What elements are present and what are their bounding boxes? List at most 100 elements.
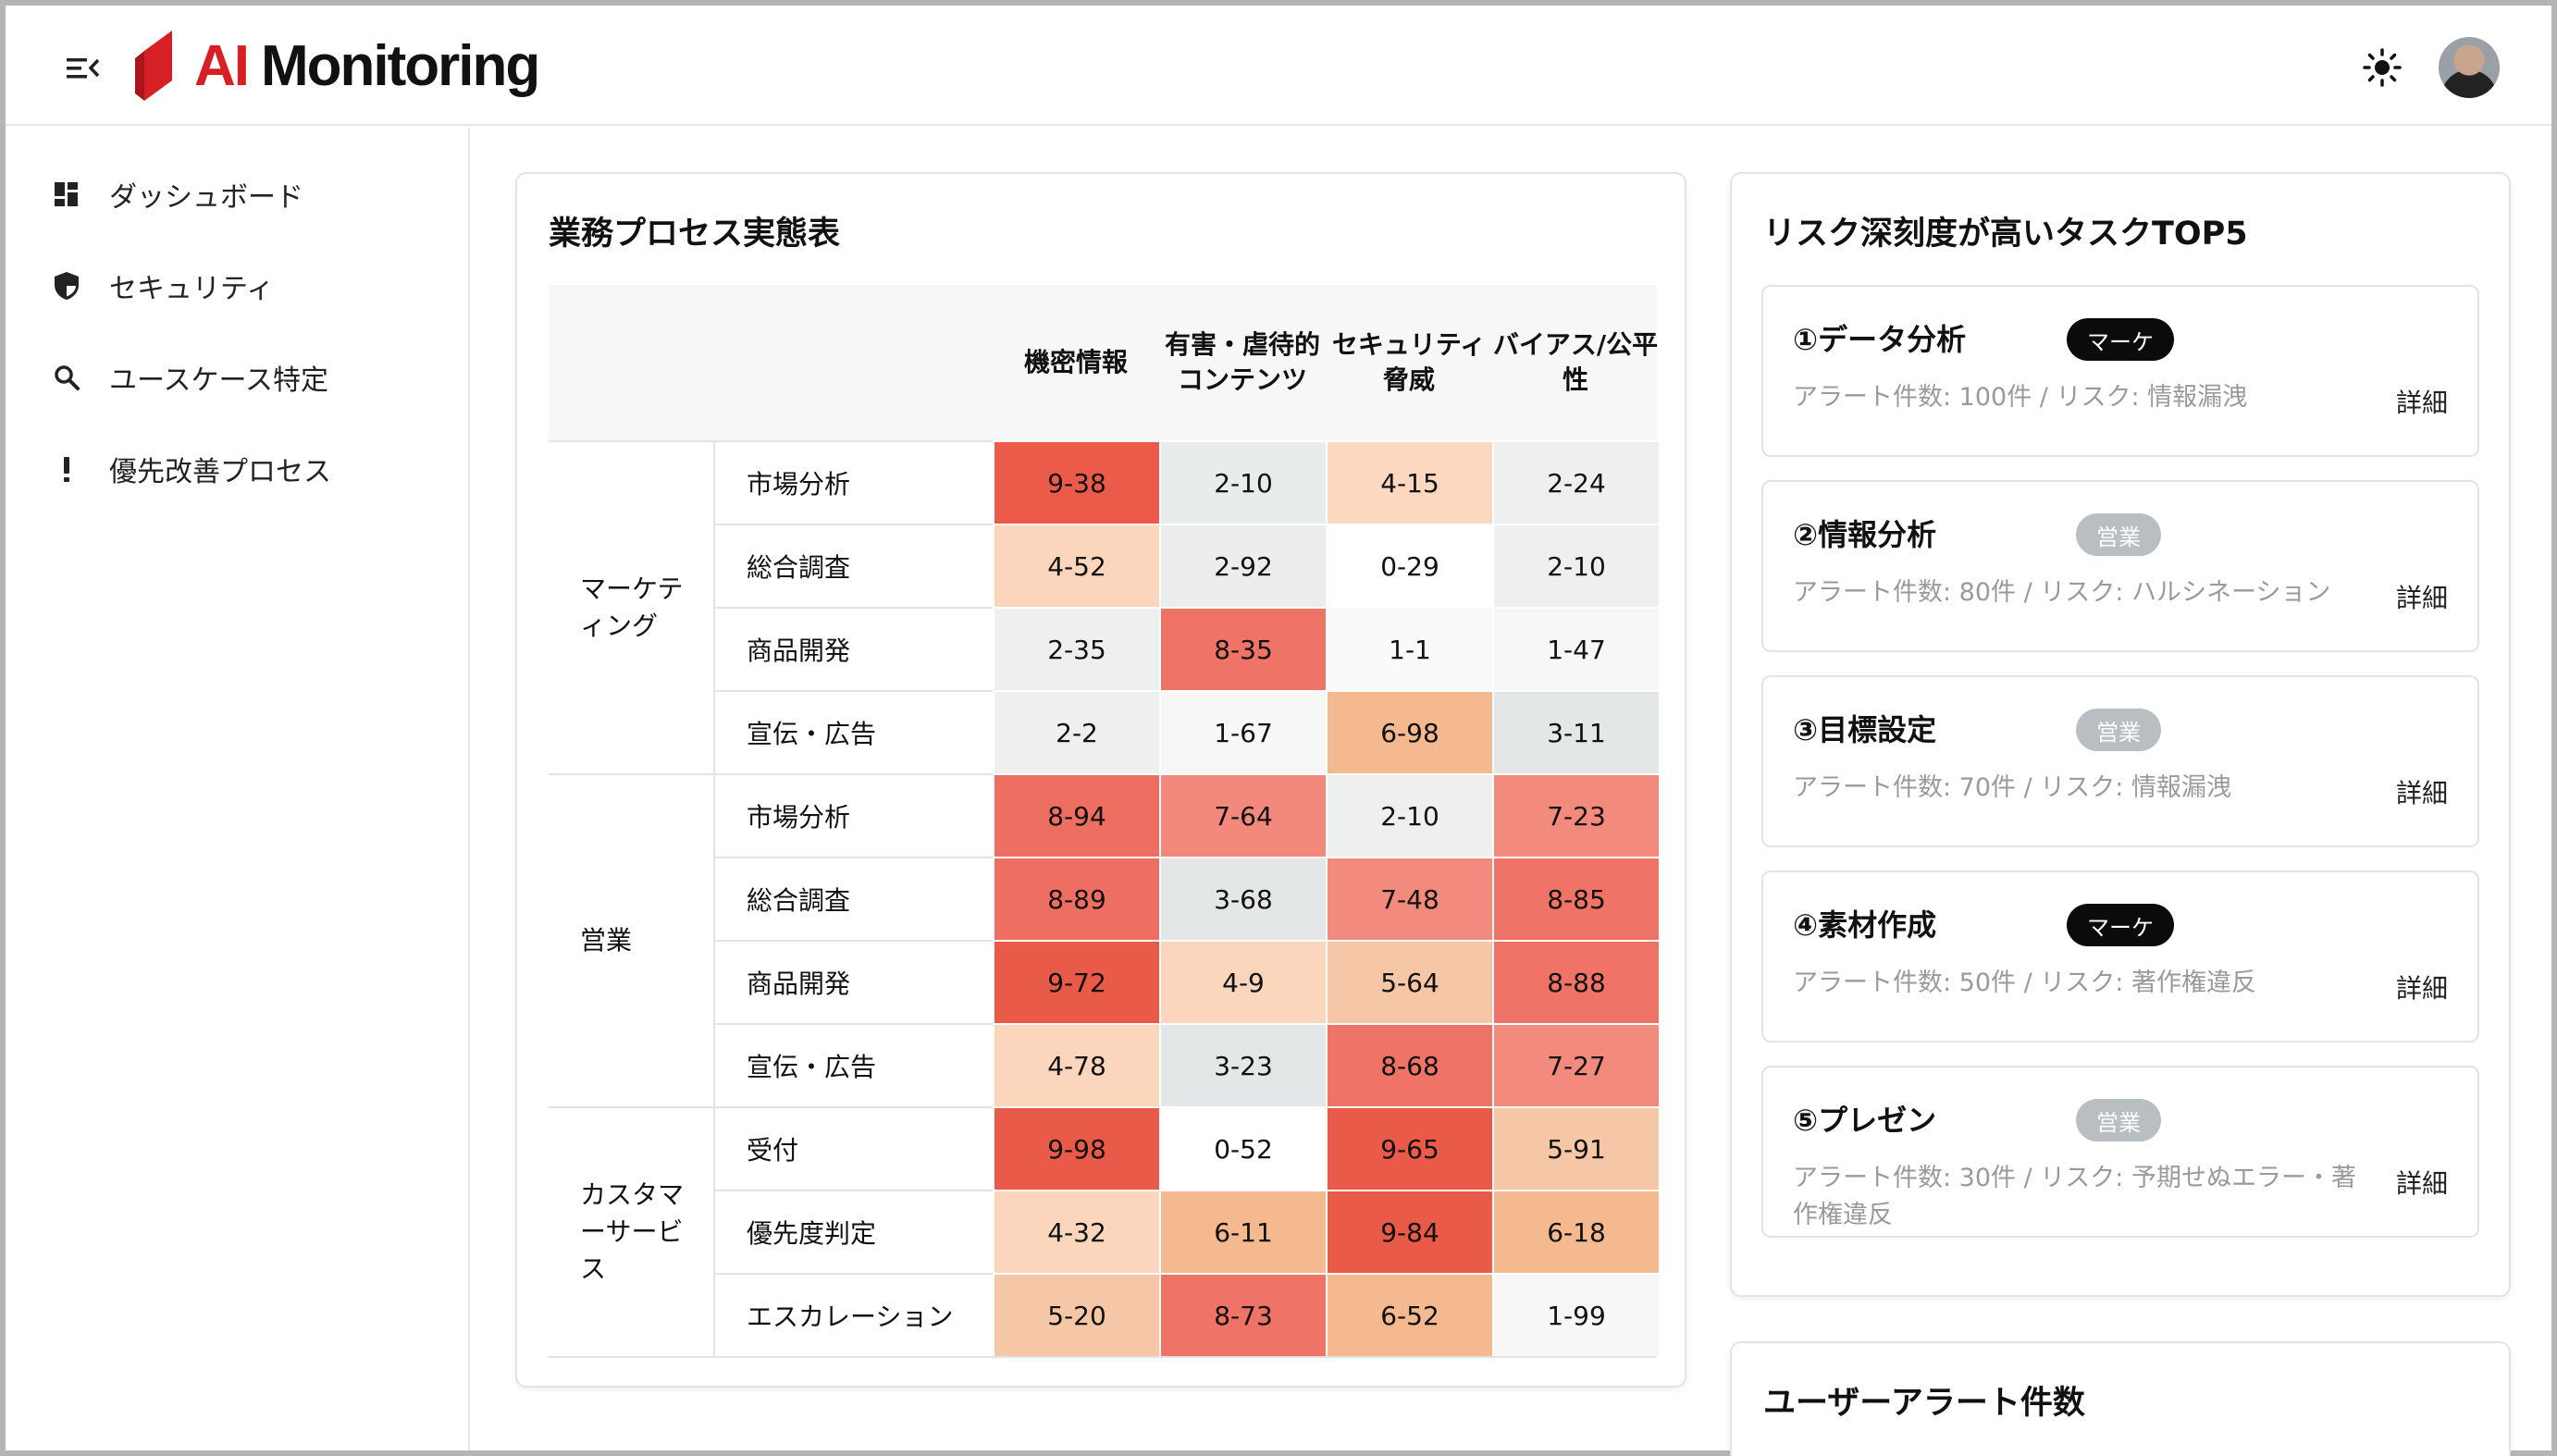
matrix-cell[interactable]: 6-11: [1159, 1190, 1326, 1273]
risk-detail-link[interactable]: 詳細: [2395, 778, 2448, 808]
matrix-cell[interactable]: 2-24: [1492, 440, 1659, 524]
task-label: 総合調査: [715, 857, 993, 940]
matrix-cell[interactable]: 0-52: [1159, 1106, 1326, 1190]
matrix-cell[interactable]: 0-29: [1326, 524, 1492, 607]
matrix-cell[interactable]: 9-72: [993, 940, 1159, 1023]
matrix-cell[interactable]: 8-85: [1492, 857, 1659, 940]
app-header: AI Monitoring: [6, 6, 2551, 126]
column-header-security: セキュリティ脅威: [1331, 329, 1487, 395]
matrix-cell[interactable]: 1-67: [1159, 690, 1326, 773]
matrix-cell[interactable]: 5-64: [1326, 940, 1492, 1023]
risk-task-item: ③目標設定 営業 アラート件数: 70件 / リスク: 情報漏洩 詳細: [1761, 675, 2479, 847]
sun-icon: [2363, 48, 2402, 87]
user-alerts-card: ユーザーアラート件数: [1730, 1341, 2511, 1456]
exclamation-icon: [50, 452, 83, 486]
matrix-cell[interactable]: 8-68: [1326, 1023, 1492, 1106]
matrix-cell[interactable]: 3-11: [1492, 690, 1659, 773]
risk-task-item: ①データ分析 マーケ アラート件数: 100件 / リスク: 情報漏洩 詳細: [1761, 285, 2479, 457]
matrix-cell[interactable]: 9-98: [993, 1106, 1159, 1190]
matrix-cell[interactable]: 8-89: [993, 857, 1159, 940]
matrix-cell[interactable]: 5-20: [993, 1273, 1159, 1356]
matrix-cell[interactable]: 4-15: [1326, 440, 1492, 524]
matrix-cell[interactable]: 2-92: [1159, 524, 1326, 607]
row-group-label: カスタマーサービス: [580, 1179, 685, 1284]
sidebar-item-label: ダッシュボード: [109, 181, 303, 214]
department-badge: 営業: [2076, 513, 2161, 556]
sidebar-item-usecase[interactable]: ユースケース特定: [50, 350, 328, 405]
matrix-cell[interactable]: 1-1: [1326, 607, 1492, 690]
theme-toggle-button[interactable]: [2359, 44, 2405, 91]
matrix-cell[interactable]: 2-10: [1326, 773, 1492, 857]
task-label: 商品開発: [715, 940, 993, 1023]
matrix-cell[interactable]: 3-23: [1159, 1023, 1326, 1106]
task-label: 受付: [715, 1106, 993, 1190]
risk-task-name: ⑤プレゼン: [1793, 1103, 1937, 1138]
row-group-marketing: マーケティング: [549, 440, 715, 773]
risk-top5-title: リスク深刻度が高いタスクTOP5: [1763, 216, 2248, 253]
matrix-cell[interactable]: 3-68: [1159, 857, 1326, 940]
matrix-cell[interactable]: 7-64: [1159, 773, 1326, 857]
column-header-bias: バイアス/公平性: [1492, 329, 1659, 395]
task-label: 総合調査: [715, 524, 993, 607]
matrix-cell[interactable]: 8-35: [1159, 607, 1326, 690]
risk-top5-card: リスク深刻度が高いタスクTOP5 ①データ分析 マーケ アラート件数: 100件 /…: [1730, 172, 2511, 1297]
task-label: 宣伝・広告: [715, 690, 993, 773]
matrix-cell[interactable]: 6-98: [1326, 690, 1492, 773]
row-group-sales: 営業: [549, 773, 715, 1106]
risk-detail-link[interactable]: 詳細: [2395, 973, 2448, 1004]
risk-detail-link[interactable]: 詳細: [2395, 583, 2448, 613]
risk-task-description: アラート件数: 80件 / リスク: ハルシネーション: [1793, 578, 2331, 607]
matrix-cell[interactable]: 4-52: [993, 524, 1159, 607]
risk-task-item: ⑤プレゼン 営業 アラート件数: 30件 / リスク: 予期せぬエラー・著作権違反 詳…: [1761, 1066, 2479, 1238]
user-avatar[interactable]: [2439, 37, 2500, 98]
risk-task-name: ②情報分析: [1793, 517, 1937, 552]
dashboard-icon: [50, 178, 83, 211]
process-matrix-card: 業務プロセス実態表 機密情報 有害・虐待的コンテンツ セキュリティ脅威 バイアス/公平…: [515, 172, 1686, 1388]
matrix-cell[interactable]: 2-2: [993, 690, 1159, 773]
matrix-cell[interactable]: 7-23: [1492, 773, 1659, 857]
matrix-cell[interactable]: 8-73: [1159, 1273, 1326, 1356]
matrix-cell[interactable]: 7-27: [1492, 1023, 1659, 1106]
task-label: 市場分析: [715, 440, 993, 524]
risk-task-description: アラート件数: 100件 / リスク: 情報漏洩: [1793, 383, 2248, 412]
app-logo[interactable]: AI Monitoring: [135, 24, 540, 107]
column-header-harmful: 有害・虐待的コンテンツ: [1164, 329, 1320, 395]
sidebar-item-security[interactable]: セキュリティ: [50, 258, 274, 314]
logo-ai-text: AI: [194, 33, 250, 98]
matrix-cell[interactable]: 6-18: [1492, 1190, 1659, 1273]
matrix-cell[interactable]: 9-84: [1326, 1190, 1492, 1273]
risk-task-item: ②情報分析 営業アラート件数: 80件 / リスク: ハルシネーション 詳細: [1761, 480, 2479, 652]
matrix-header-row: [549, 285, 1657, 440]
menu-collapse-button[interactable]: [63, 50, 104, 87]
matrix-cell[interactable]: 5-91: [1492, 1106, 1659, 1190]
matrix-cell[interactable]: 7-48: [1326, 857, 1492, 940]
risk-detail-link[interactable]: 詳細: [2395, 1168, 2448, 1199]
matrix-cell[interactable]: 8-94: [993, 773, 1159, 857]
sidebar-item-label: 優先改善プロセス: [109, 456, 331, 488]
matrix-cell[interactable]: 4-9: [1159, 940, 1326, 1023]
matrix-cell[interactable]: 2-10: [1159, 440, 1326, 524]
matrix-cell[interactable]: 4-32: [993, 1190, 1159, 1273]
matrix-cell[interactable]: 2-10: [1492, 524, 1659, 607]
task-label: エスカレーション: [715, 1273, 993, 1356]
process-matrix-title: 業務プロセス実態表: [549, 216, 841, 253]
risk-task-name: ③目標設定: [1793, 712, 1937, 747]
matrix-cell[interactable]: 6-52: [1326, 1273, 1492, 1356]
matrix-cell[interactable]: 1-99: [1492, 1273, 1659, 1356]
matrix-cell[interactable]: 2-35: [993, 607, 1159, 690]
task-label: 優先度判定: [715, 1190, 993, 1273]
matrix-cell[interactable]: 8-88: [1492, 940, 1659, 1023]
sidebar-item-dashboard[interactable]: ダッシュボード: [50, 167, 303, 222]
task-label: 市場分析: [715, 773, 993, 857]
sidebar-item-label: セキュリティ: [109, 273, 275, 305]
matrix-cell[interactable]: 9-65: [1326, 1106, 1492, 1190]
matrix-cell[interactable]: 1-47: [1492, 607, 1659, 690]
menu-collapse-icon: [67, 58, 100, 79]
task-label: 商品開発: [715, 607, 993, 690]
matrix-cell[interactable]: 9-38: [993, 440, 1159, 524]
sidebar-item-priority[interactable]: 優先改善プロセス: [50, 441, 331, 497]
matrix-cell[interactable]: 4-78: [993, 1023, 1159, 1106]
user-alerts-title: ユーザーアラート件数: [1763, 1385, 2085, 1422]
risk-detail-link[interactable]: 詳細: [2395, 388, 2448, 418]
